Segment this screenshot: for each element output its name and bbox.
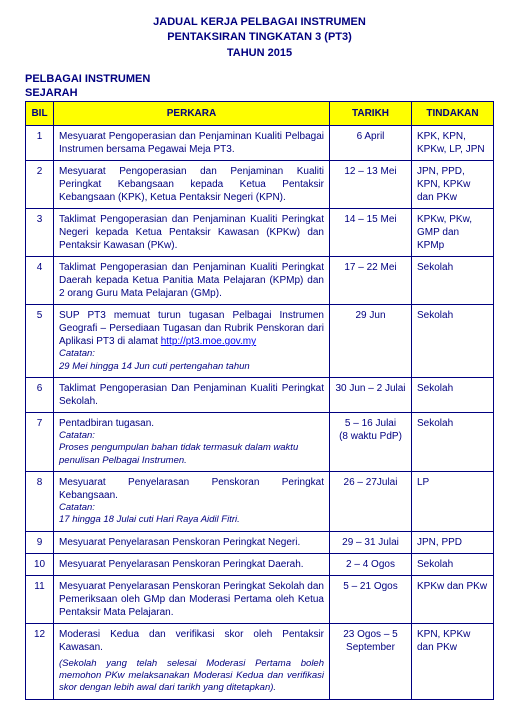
title-line-3: TAHUN 2015 [25, 46, 494, 61]
tarikh-line-1: 5 – 16 Julai [335, 417, 406, 430]
table-row: 1 Mesyuarat Pengoperasian dan Penjaminan… [26, 126, 494, 161]
cell-tindakan: Sekolah [412, 377, 494, 412]
cell-tarikh: 2 – 4 Ogos [330, 553, 412, 575]
cell-perkara: Taklimat Pengoperasian dan Penjaminan Ku… [54, 209, 330, 257]
cell-bil: 6 [26, 377, 54, 412]
header-tarikh: TARIKH [330, 102, 412, 126]
cell-bil: 2 [26, 161, 54, 209]
cell-tindakan: KPN, KPKw dan PKw [412, 623, 494, 699]
cell-tarikh: 30 Jun – 2 Julai [330, 377, 412, 412]
cell-perkara: Taklimat Pengoperasian dan Penjaminan Ku… [54, 257, 330, 305]
cell-tarikh: 29 Jun [330, 305, 412, 378]
table-row: 3 Taklimat Pengoperasian dan Penjaminan … [26, 209, 494, 257]
cell-bil: 5 [26, 305, 54, 378]
cell-tindakan: KPK, KPN, KPKw, LP, JPN [412, 126, 494, 161]
cell-perkara: Pentadbiran tugasan. Catatan: Proses pen… [54, 412, 330, 471]
tarikh-line-2: (8 waktu PdP) [335, 430, 406, 443]
subtitle-line-1: PELBAGAI INSTRUMEN [25, 73, 494, 85]
cell-tindakan: LP [412, 471, 494, 531]
note-label: Catatan: [59, 348, 324, 360]
note-text: 29 Mei hingga 14 Jun cuti pertengahan ta… [59, 361, 324, 373]
cell-perkara: Mesyuarat Pengoperasian dan Penjaminan K… [54, 126, 330, 161]
cell-bil: 1 [26, 126, 54, 161]
table-row: 8 Mesyuarat Penyelarasan Penskoran Perin… [26, 471, 494, 531]
cell-perkara: Taklimat Pengoperasian Dan Penjaminan Ku… [54, 377, 330, 412]
cell-tarikh: 14 – 15 Mei [330, 209, 412, 257]
cell-tarikh: 5 – 16 Julai (8 waktu PdP) [330, 412, 412, 471]
cell-tindakan: Sekolah [412, 553, 494, 575]
cell-tindakan: Sekolah [412, 305, 494, 378]
pt3-link[interactable]: http://pt3.moe.gov.my [161, 336, 256, 347]
note-text: Proses pengumpulan bahan tidak termasuk … [59, 442, 324, 467]
cell-bil: 8 [26, 471, 54, 531]
header-bil: BIL [26, 102, 54, 126]
cell-perkara: Mesyuarat Penyelarasan Penskoran Peringk… [54, 553, 330, 575]
cell-bil: 4 [26, 257, 54, 305]
document-title: JADUAL KERJA PELBAGAI INSTRUMEN PENTAKSI… [25, 15, 494, 61]
table-row: 9 Mesyuarat Penyelarasan Penskoran Perin… [26, 531, 494, 553]
title-line-2: PENTAKSIRAN TINGKATAN 3 (PT3) [25, 30, 494, 45]
cell-perkara: Moderasi Kedua dan verifikasi skor oleh … [54, 623, 330, 699]
table-header-row: BIL PERKARA TARIKH TINDAKAN [26, 102, 494, 126]
header-perkara: PERKARA [54, 102, 330, 126]
cell-bil: 10 [26, 553, 54, 575]
table-row: 6 Taklimat Pengoperasian Dan Penjaminan … [26, 377, 494, 412]
cell-perkara: Mesyuarat Penyelarasan Penskoran Peringk… [54, 471, 330, 531]
cell-tarikh: 6 April [330, 126, 412, 161]
table-row: 7 Pentadbiran tugasan. Catatan: Proses p… [26, 412, 494, 471]
cell-perkara: Mesyuarat Penyelarasan Penskoran Peringk… [54, 575, 330, 623]
note-text: (Sekolah yang telah selesai Moderasi Per… [59, 658, 324, 695]
cell-tindakan: KPKw, PKw, GMP dan KPMp [412, 209, 494, 257]
cell-tarikh: 17 – 22 Mei [330, 257, 412, 305]
cell-tindakan: Sekolah [412, 257, 494, 305]
cell-perkara: Mesyuarat Penyelarasan Penskoran Peringk… [54, 531, 330, 553]
table-row: 2 Mesyuarat Pengoperasian dan Penjaminan… [26, 161, 494, 209]
table-row: 10 Mesyuarat Penyelarasan Penskoran Peri… [26, 553, 494, 575]
cell-bil: 7 [26, 412, 54, 471]
cell-perkara: Mesyuarat Pengoperasian dan Penjaminan K… [54, 161, 330, 209]
cell-tarikh: 12 – 13 Mei [330, 161, 412, 209]
table-row: 12 Moderasi Kedua dan verifikasi skor ol… [26, 623, 494, 699]
cell-perkara: SUP PT3 memuat turun tugasan Pelbagai In… [54, 305, 330, 378]
title-line-1: JADUAL KERJA PELBAGAI INSTRUMEN [25, 15, 494, 30]
cell-bil: 12 [26, 623, 54, 699]
cell-bil: 9 [26, 531, 54, 553]
cell-bil: 11 [26, 575, 54, 623]
cell-tindakan: Sekolah [412, 412, 494, 471]
table-row: 5 SUP PT3 memuat turun tugasan Pelbagai … [26, 305, 494, 378]
subtitle-line-2: SEJARAH [25, 87, 494, 99]
header-tindakan: TINDAKAN [412, 102, 494, 126]
table-row: 4 Taklimat Pengoperasian dan Penjaminan … [26, 257, 494, 305]
cell-tindakan: JPN, PPD [412, 531, 494, 553]
cell-tarikh: 5 – 21 Ogos [330, 575, 412, 623]
schedule-table: BIL PERKARA TARIKH TINDAKAN 1 Mesyuarat … [25, 101, 494, 699]
note-text: 17 hingga 18 Julai cuti Hari Raya Aidil … [59, 514, 324, 526]
table-row: 11 Mesyuarat Penyelarasan Penskoran Peri… [26, 575, 494, 623]
cell-tarikh: 23 Ogos – 5 September [330, 623, 412, 699]
note-label: Catatan: [59, 502, 324, 514]
cell-bil: 3 [26, 209, 54, 257]
note-label: Catatan: [59, 430, 324, 442]
cell-tindakan: KPKw dan PKw [412, 575, 494, 623]
perkara-main-text: Mesyuarat Penyelarasan Penskoran Peringk… [59, 476, 324, 502]
cell-tindakan: JPN, PPD, KPN, KPKw dan PKw [412, 161, 494, 209]
cell-tarikh: 26 – 27Julai [330, 471, 412, 531]
perkara-main-text: Pentadbiran tugasan. [59, 417, 324, 430]
perkara-main-text: Moderasi Kedua dan verifikasi skor oleh … [59, 628, 324, 654]
cell-tarikh: 29 – 31 Julai [330, 531, 412, 553]
